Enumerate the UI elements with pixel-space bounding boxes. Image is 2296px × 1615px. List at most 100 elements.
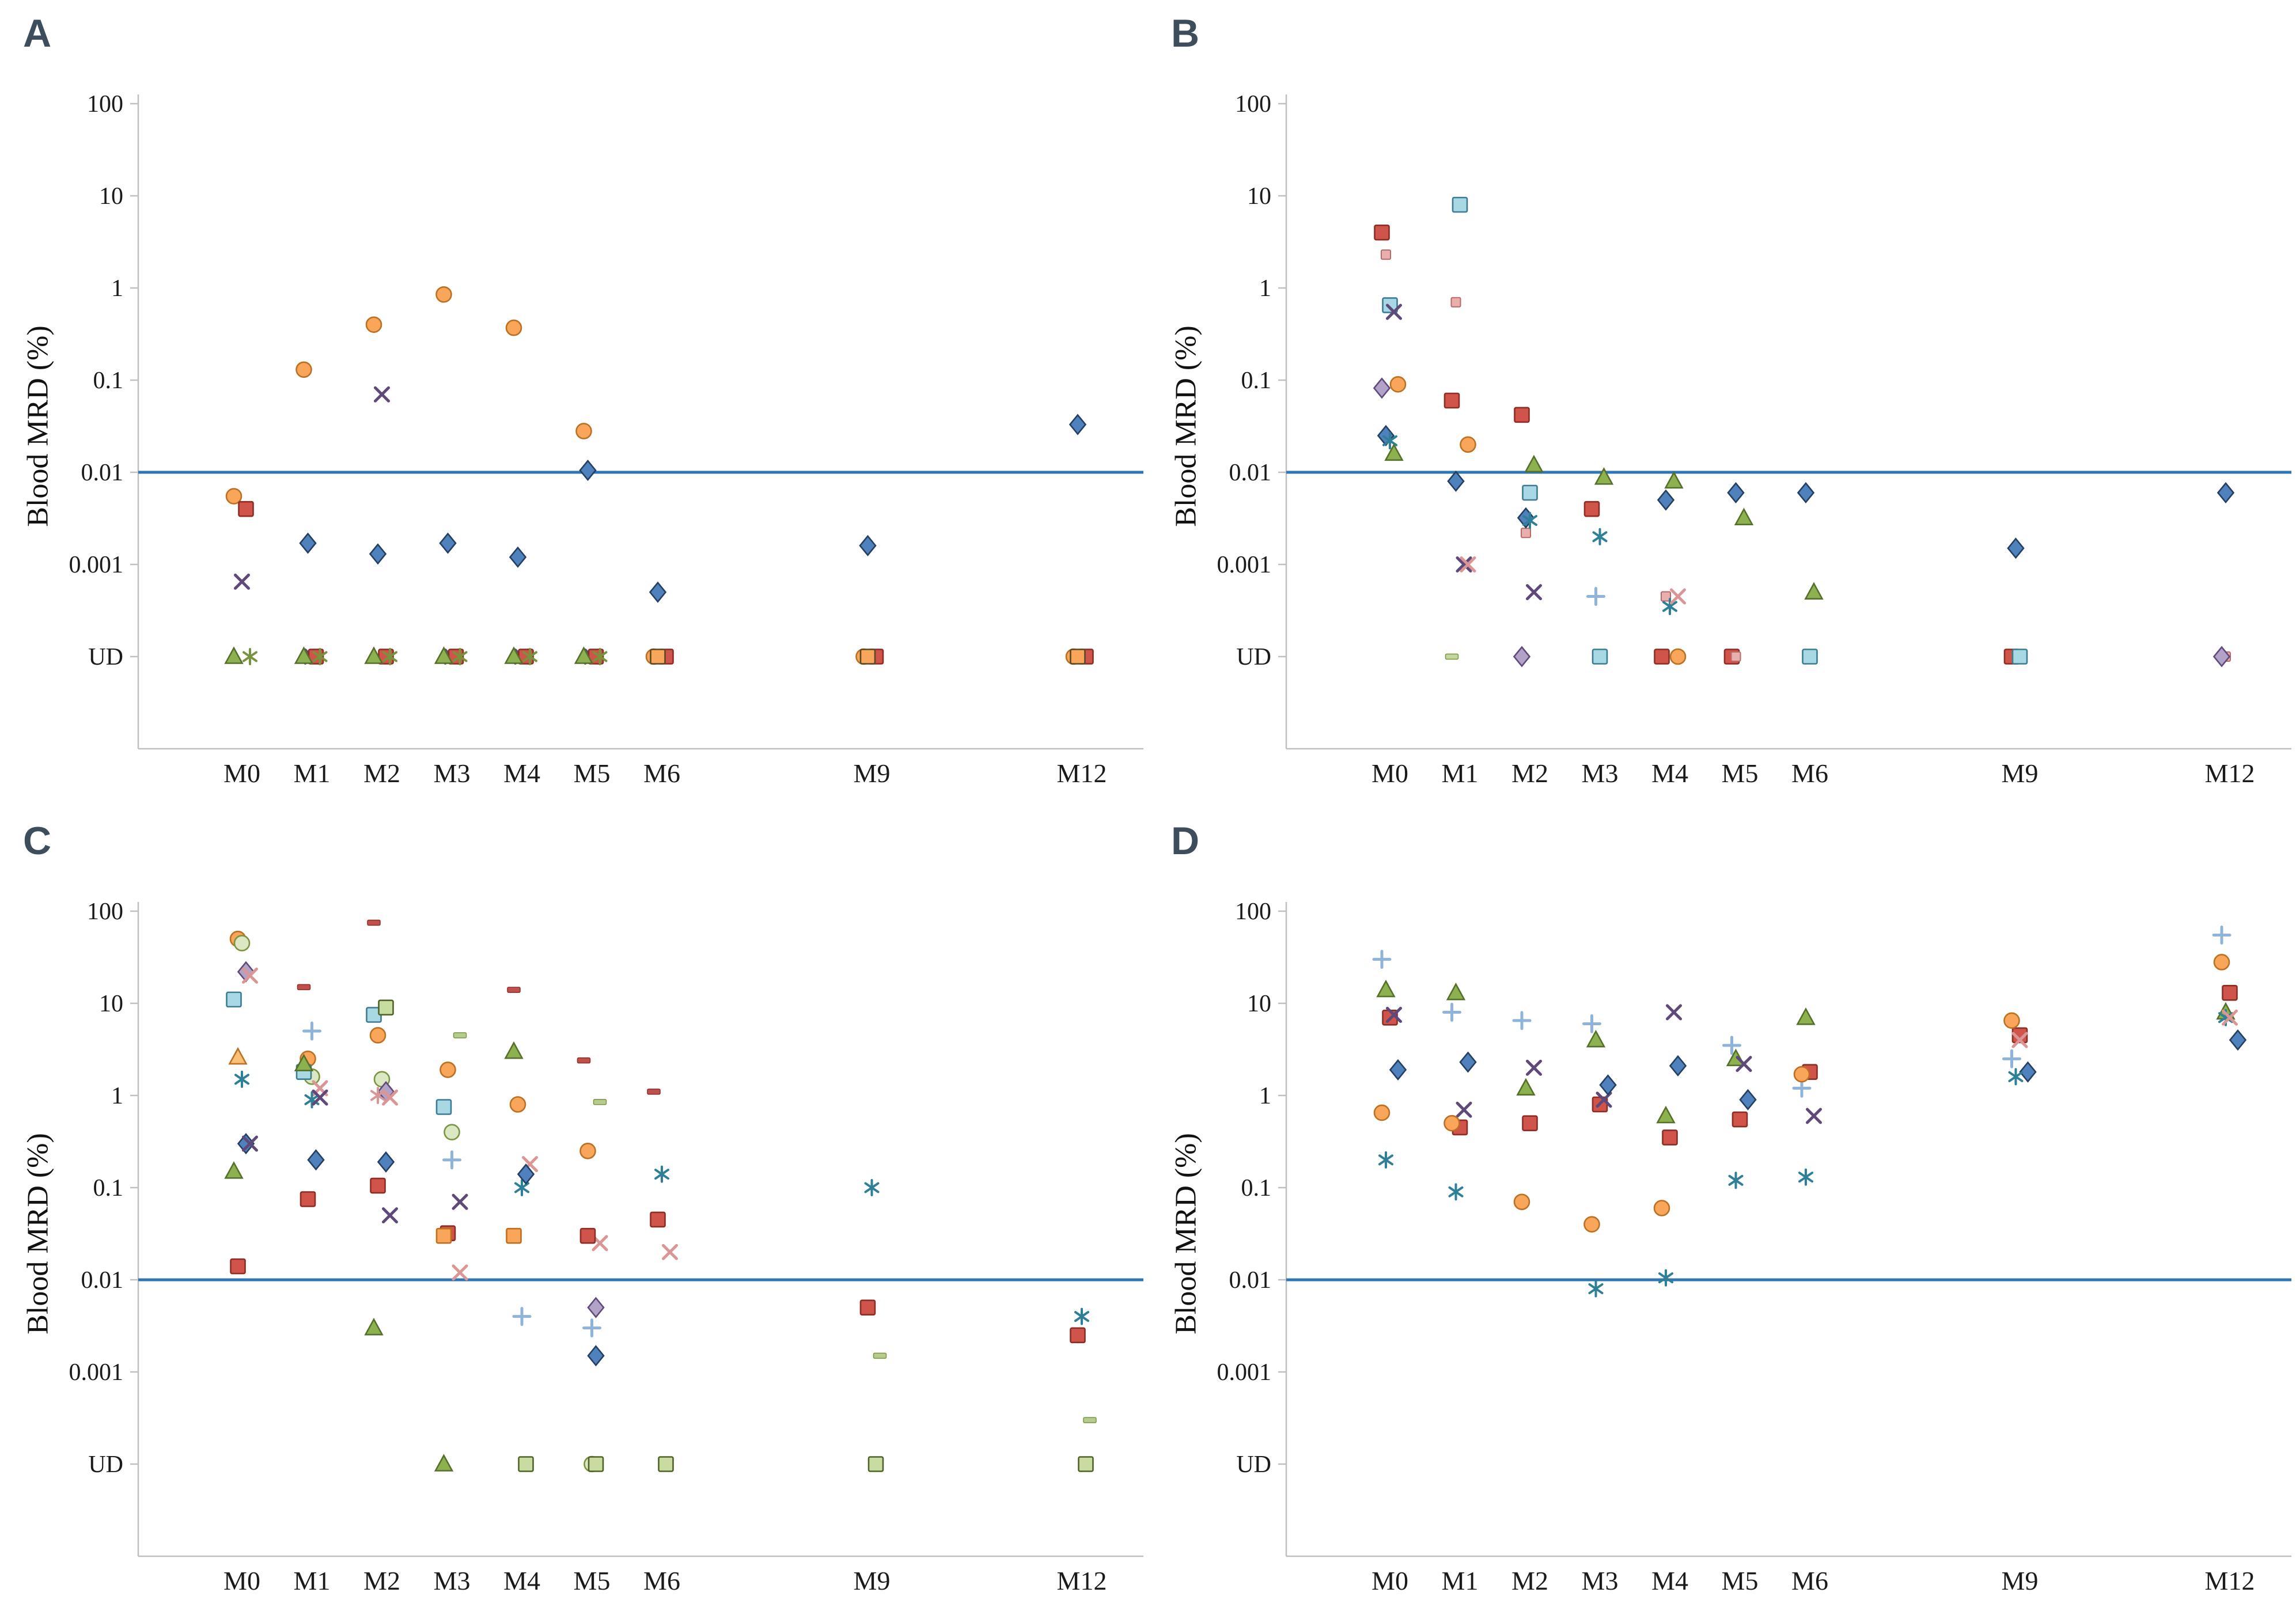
series-green-triangle <box>1376 979 2236 1124</box>
y-tick-label: 0.01 <box>81 460 124 486</box>
x-tick-label: M5 <box>1722 759 1759 788</box>
series-pink-x <box>2011 1009 2238 1048</box>
x-tick-label: M3 <box>1582 759 1619 788</box>
series-green-dash <box>1445 653 1459 660</box>
x-tick-label: M12 <box>2205 759 2255 788</box>
panel-c-label: C <box>23 819 52 863</box>
series-teal-asterisk <box>234 1070 1089 1325</box>
series-green-asterisk <box>243 648 608 665</box>
series-pink-x <box>242 967 678 1281</box>
x-tick-label: M3 <box>1582 1566 1619 1595</box>
series-orange-triangle <box>228 1047 248 1065</box>
y-tick-label: 1 <box>111 1083 123 1109</box>
x-tick-label: M9 <box>854 759 891 788</box>
x-tick-label: M0 <box>223 759 260 788</box>
y-tick-label: 100 <box>1235 899 1271 925</box>
y-tick-label: 0.1 <box>1241 1175 1272 1201</box>
x-tick-label: M12 <box>2205 1566 2255 1595</box>
series-orange-circle <box>229 930 596 1159</box>
panel-a-label: A <box>23 12 52 55</box>
series-red-square <box>238 501 1094 665</box>
x-tick-label: M6 <box>1791 1566 1828 1595</box>
series-purple-diamond <box>1373 377 2231 668</box>
series-blue-plus <box>302 1021 601 1338</box>
x-tick-label: M5 <box>574 759 611 788</box>
series-pink-asterisk <box>370 1087 385 1104</box>
x-tick-label: M9 <box>854 1566 891 1595</box>
series-orange-square <box>650 649 1086 665</box>
panel-a: A Blood MRD (%) 100 10 1 0.1 0.01 0.001 UD M0 M1… <box>0 0 1148 808</box>
x-tick-label: M9 <box>2002 759 2039 788</box>
y-tick-label: 10 <box>99 991 123 1017</box>
series-purple-x <box>1386 1004 1822 1124</box>
series-orange-square <box>435 1227 522 1244</box>
x-tick-label: M1 <box>294 759 331 788</box>
y-tick-label: 0.1 <box>1241 367 1272 394</box>
series-purple-x <box>242 1089 468 1224</box>
y-tick-label: UD <box>88 644 123 670</box>
x-tick-label: M0 <box>1371 1566 1408 1595</box>
x-tick-label: M0 <box>223 1566 260 1595</box>
x-tick-label: M2 <box>363 1566 400 1595</box>
scatter-plot-d: 100 10 1 0.1 0.01 0.001 UD M0 M1 M2 M3 M4 M5 M6 M9 M12 <box>1217 899 2291 1595</box>
x-tick-label: M1 <box>1442 1566 1479 1595</box>
y-tick-label: 0.001 <box>1217 1359 1272 1386</box>
y-tick-label: 0.1 <box>93 367 124 394</box>
series-green-triangle <box>1384 443 1824 600</box>
series-light-green-circle <box>233 935 600 1473</box>
series-cyan-square <box>226 991 452 1115</box>
series-blue-diamond <box>237 1133 605 1367</box>
y-tick-label: 0.001 <box>69 552 124 578</box>
series-purple-x <box>234 386 600 665</box>
scatter-plot-a: 100 10 1 0.1 0.01 0.001 UD M0 M1 M2 M3 M4 M5 M6 M9 M12 <box>69 91 1143 788</box>
series-blue-plus <box>1586 586 1605 606</box>
y-tick-label: UD <box>88 1451 123 1478</box>
y-tick-label: 1 <box>111 275 123 302</box>
x-tick-label: M4 <box>1651 1566 1688 1595</box>
y-tick-label: 10 <box>99 183 123 210</box>
x-tick-label: M3 <box>434 759 471 788</box>
y-tick-label: 100 <box>87 91 123 117</box>
series-orange-circle <box>225 286 1082 665</box>
panel-b: B Blood MRD (%) 100 10 1 0.1 0.01 0.001 UD M0 M1… <box>1148 0 2296 808</box>
series-blue-diamond <box>1377 424 2235 559</box>
x-tick-label: M1 <box>294 1566 331 1595</box>
series-purple-x <box>1386 304 1542 601</box>
x-tick-label: M9 <box>2002 1566 2039 1595</box>
y-tick-label: 100 <box>1235 91 1271 117</box>
y-tick-label: 10 <box>1247 991 1271 1017</box>
panel-c: C Blood MRD (%) 100 10 1 0.1 0.01 0.001 UD M0 M1… <box>0 808 1148 1615</box>
y-tick-label: 100 <box>87 899 123 925</box>
x-tick-label: M4 <box>1651 759 1688 788</box>
panel-b-label: B <box>1171 12 1200 55</box>
scatter-plot-c: 100 10 1 0.1 0.01 0.001 UD M0 M1 M2 M3 M4 M5 M6 M9 M12 <box>69 899 1143 1595</box>
x-tick-label: M2 <box>1511 759 1548 788</box>
series-green-square <box>378 999 1094 1472</box>
y-tick-label: 1 <box>1259 1083 1271 1109</box>
x-tick-label: M2 <box>1511 1566 1548 1595</box>
series-teal-asterisk <box>1378 1009 2233 1298</box>
series-purple-diamond <box>237 961 605 1318</box>
y-tick-label: 0.001 <box>1217 552 1272 578</box>
series-orange-circle <box>1389 376 1687 665</box>
x-tick-label: M6 <box>643 759 680 788</box>
x-tick-label: M5 <box>574 1566 611 1595</box>
x-tick-label: M2 <box>363 759 400 788</box>
series-green-triangle <box>224 1041 524 1472</box>
x-tick-label: M6 <box>1791 759 1828 788</box>
y-tick-label: 1 <box>1259 275 1271 302</box>
panel-d-label: D <box>1171 819 1200 863</box>
x-tick-label: M12 <box>1057 759 1107 788</box>
x-tick-label: M12 <box>1057 1566 1107 1595</box>
series-cyan-square <box>1382 196 2028 665</box>
y-tick-label: 0.01 <box>1229 1267 1272 1294</box>
series-red-dash <box>297 919 661 1095</box>
y-tick-label: 0.001 <box>69 1359 124 1386</box>
series-blue-plus <box>1372 926 2231 1098</box>
series-green-dash <box>453 1032 1097 1423</box>
x-tick-label: M4 <box>503 1566 540 1595</box>
x-tick-label: M5 <box>1722 1566 1759 1595</box>
y-tick-label: UD <box>1236 644 1271 670</box>
series-blue-diamond <box>1389 1029 2247 1110</box>
series-orange-circle <box>1373 954 2230 1233</box>
